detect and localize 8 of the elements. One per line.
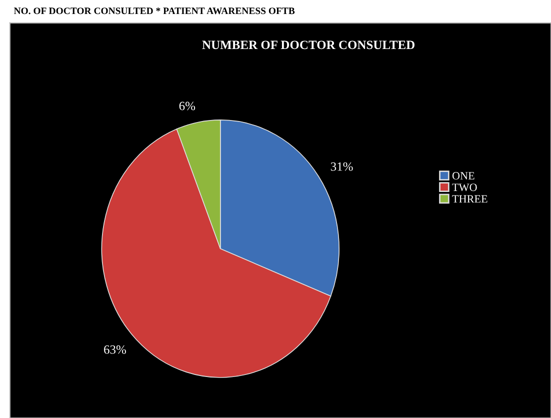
chart-title: NO. OF DOCTOR CONSULTED * PATIENT AWARENESS OFTB — [14, 8, 295, 14]
legend-label: TWO — [452, 184, 477, 192]
data-label: 63% — [104, 345, 126, 354]
data-label: 31% — [330, 162, 353, 171]
legend-label: THREE — [452, 195, 488, 203]
chart-subtitle: NUMBER OF DOCTOR CONSULTED — [202, 40, 415, 50]
data-label: 6% — [179, 102, 196, 110]
legend-label: ONE — [452, 172, 474, 180]
